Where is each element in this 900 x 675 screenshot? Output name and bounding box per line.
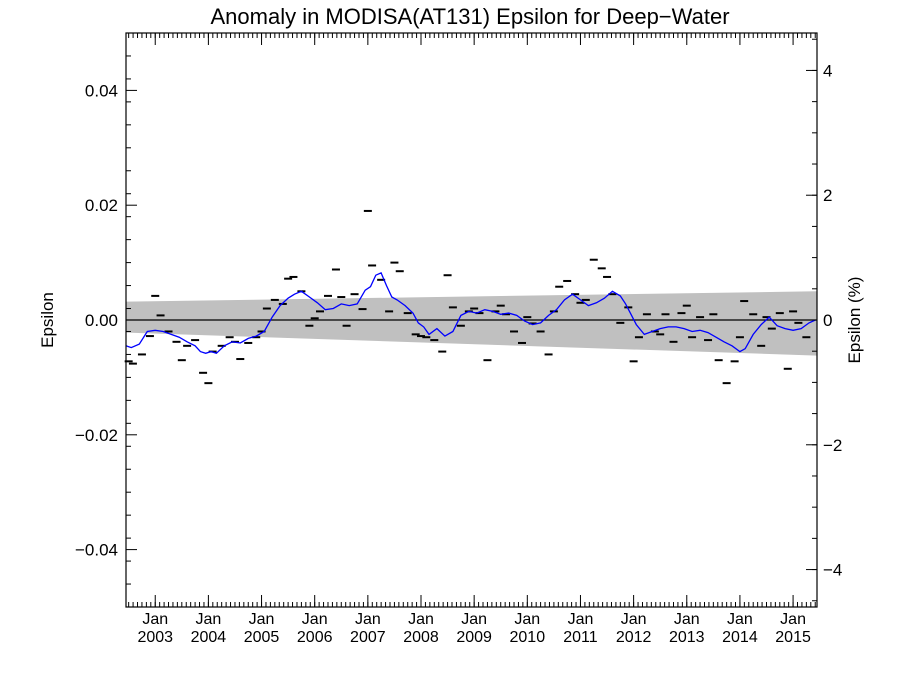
uncertainty-band-layer <box>126 291 817 356</box>
y-tick-label: 0.02 <box>85 196 118 215</box>
x-tick-month: Jan <box>142 611 168 628</box>
x-tick-month: Jan <box>461 611 487 628</box>
y2-tick-label: −2 <box>823 436 842 455</box>
x-tick-year: 2011 <box>563 629 598 646</box>
x-tick-year: 2005 <box>244 629 280 646</box>
smoothed-line-layer <box>125 272 816 355</box>
x-tick-year: 2004 <box>191 629 227 646</box>
x-tick-year: 2015 <box>775 629 811 646</box>
data-points-layer <box>124 209 811 385</box>
y-tick-label: −0.04 <box>75 541 118 560</box>
x-tick-year: 2012 <box>616 629 652 646</box>
x-tick-month: Jan <box>408 611 434 628</box>
x-tick-month: Jan <box>249 611 275 628</box>
x-tick-month: Jan <box>514 611 540 628</box>
series-line <box>125 272 816 355</box>
x-tick-year: 2007 <box>350 629 386 646</box>
uncertainty-band <box>126 291 817 356</box>
x-tick-month: Jan <box>568 611 594 628</box>
x-tick-year: 2013 <box>669 629 705 646</box>
y2-axis-label: Epsilon (%) <box>845 277 864 364</box>
y2-tick-label: 0 <box>823 311 832 330</box>
y2-tick-label: 2 <box>823 186 832 205</box>
y2-tick-label: 4 <box>823 61 832 80</box>
x-tick-month: Jan <box>780 611 806 628</box>
x-tick-month: Jan <box>621 611 647 628</box>
x-tick-year: 2014 <box>722 629 758 646</box>
x-tick-month: Jan <box>355 611 381 628</box>
y-tick-label: −0.02 <box>75 426 118 445</box>
x-tick-year: 2006 <box>297 629 333 646</box>
y-tick-label: 0.00 <box>85 311 118 330</box>
x-tick-year: 2003 <box>137 629 173 646</box>
x-tick-month: Jan <box>302 611 328 628</box>
x-tick-month: Jan <box>195 611 221 628</box>
y2-tick-label: −4 <box>823 561 842 580</box>
x-tick-year: 2010 <box>510 629 546 646</box>
axes-layer: −0.04−0.020.000.020.04−4−2024Jan2003Jan2… <box>75 32 842 646</box>
x-tick-month: Jan <box>727 611 753 628</box>
x-tick-year: 2009 <box>456 629 492 646</box>
y-axis-label: Epsilon <box>38 292 57 348</box>
x-tick-month: Jan <box>674 611 700 628</box>
x-tick-year: 2008 <box>403 629 439 646</box>
y-tick-label: 0.04 <box>85 81 118 100</box>
chart-title: Anomaly in MODISA(AT131) Epsilon for Dee… <box>210 4 729 29</box>
